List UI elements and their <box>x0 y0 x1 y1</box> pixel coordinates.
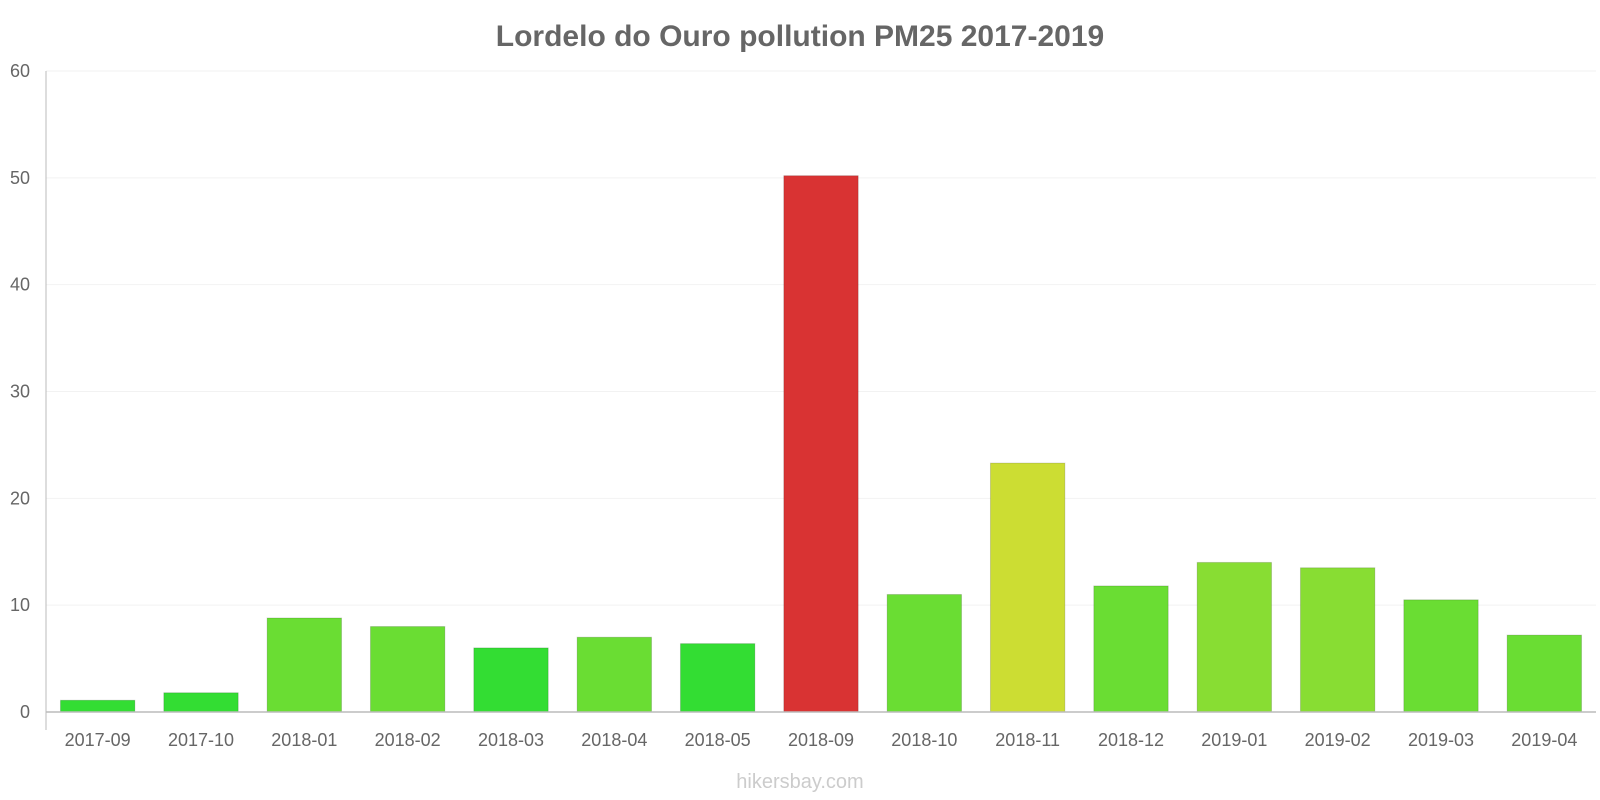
bar-2018-01 <box>266 617 343 713</box>
bar-2018-12 <box>1093 585 1169 713</box>
bar-2018-11 <box>989 462 1066 713</box>
y-tick-label: 40 <box>10 275 30 295</box>
bar-2019-02 <box>1299 567 1376 713</box>
y-tick-label: 0 <box>20 702 30 722</box>
x-tick-label: 2018-09 <box>788 730 854 750</box>
x-tick-label: 2019-03 <box>1408 730 1474 750</box>
bar-2018-03 <box>473 647 549 713</box>
y-axis: 0 10 20 30 40 50 60 <box>10 61 47 730</box>
bar-2019-01 <box>1196 561 1273 713</box>
x-tick-label: 2018-11 <box>995 730 1060 750</box>
bar-2019-04 <box>1506 634 1583 713</box>
x-tick-label: 2019-04 <box>1511 730 1577 750</box>
chart-title: Lordelo do Ouro pollution PM25 2017-2019 <box>496 20 1104 53</box>
bar-2018-04 <box>576 636 653 713</box>
bar-2017-10 <box>163 692 239 713</box>
bar-2017-09 <box>59 699 136 713</box>
x-tick-label: 2019-02 <box>1305 730 1371 750</box>
x-tick-label: 2017-10 <box>168 730 234 750</box>
x-tick-label: 2018-03 <box>478 730 544 750</box>
bar-2018-10 <box>886 593 963 713</box>
x-tick-label: 2017-09 <box>65 730 131 750</box>
y-tick-label: 50 <box>10 168 30 188</box>
y-tick-label: 10 <box>10 595 30 615</box>
x-tick-label: 2018-05 <box>685 730 751 750</box>
x-tick-label: 2018-04 <box>581 730 647 750</box>
watermark: hikersbay.com <box>736 771 863 793</box>
bars <box>59 175 1583 713</box>
x-tick-label: 2019-01 <box>1201 730 1267 750</box>
x-tick-label: 2018-01 <box>271 730 337 750</box>
x-axis: 2017-09 2017-10 2018-01 2018-02 2018-03 2018-… <box>46 711 1596 750</box>
bar-2018-05 <box>679 643 756 713</box>
bar-2019-03 <box>1403 599 1479 713</box>
x-tick-label: 2018-12 <box>1098 730 1164 750</box>
x-tick-label: 2018-10 <box>891 730 957 750</box>
y-tick-label: 60 <box>10 61 30 81</box>
bar-2018-02 <box>369 626 446 713</box>
y-tick-label: 20 <box>10 488 30 508</box>
bar-2018-09 <box>783 175 859 713</box>
y-tick-label: 30 <box>10 382 30 402</box>
x-tick-label: 2018-02 <box>375 730 441 750</box>
